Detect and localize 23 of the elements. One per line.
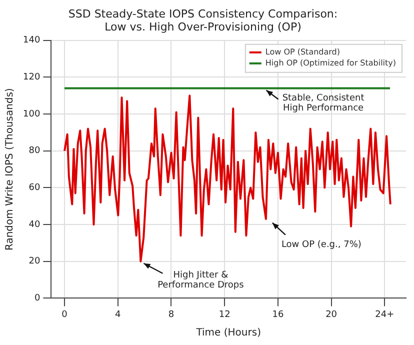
x-tick-label: 20 <box>326 310 338 320</box>
y-tick-label: 40 <box>28 220 40 230</box>
x-tick-label: 4 <box>115 310 122 320</box>
y-tick-label: 80 <box>28 146 40 156</box>
y-axis-title: Random Write IOPS (Thousands) <box>4 88 16 251</box>
annotation: Stable, Consistent High Performance <box>282 94 365 114</box>
legend-label: Low OP (Standard) <box>265 47 340 56</box>
y-tick-label: 0 <box>34 294 40 304</box>
y-tick-label: 100 <box>22 109 40 120</box>
annotation: Low OP (e.g., 7%) <box>281 240 362 250</box>
y-tick-label: 60 <box>28 183 40 194</box>
annotation: High Jitter & Performance Drops <box>158 270 244 291</box>
chart-title: SSD Steady-State IOPS Consistency Comparison: Low vs. High Over-Provisioning (OP) <box>68 7 338 34</box>
y-tick-label: 20 <box>28 256 40 267</box>
x-tick-label: 12 <box>218 310 230 320</box>
x-axis-title: Time (Hours) <box>195 328 262 339</box>
x-tick-label: 0 <box>62 310 68 320</box>
x-tick-label: 8 <box>168 310 174 320</box>
x-tick-label: 24+ <box>375 310 394 320</box>
y-tick-label: 120 <box>22 72 40 83</box>
y-tick-label: 140 <box>22 36 40 46</box>
x-tick-label: 16 <box>272 310 284 320</box>
legend-label: High OP (Optimized for Stability) <box>265 58 396 68</box>
